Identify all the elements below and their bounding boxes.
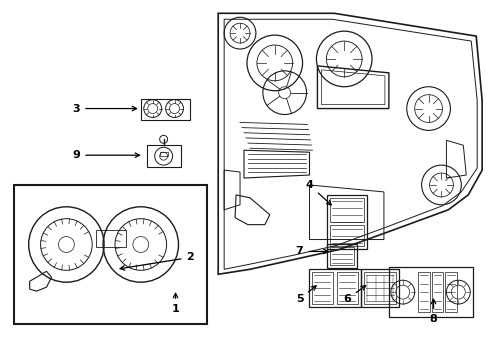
Text: 7: 7: [295, 247, 327, 256]
Bar: [146, 145, 181, 167]
Bar: [326, 244, 356, 268]
Text: 2: 2: [120, 252, 194, 270]
Text: 5: 5: [295, 286, 316, 304]
Bar: [417, 272, 428, 312]
Bar: [326, 195, 366, 249]
Bar: [330, 225, 364, 247]
Bar: [312, 272, 333, 304]
Bar: [14, 185, 207, 324]
Bar: [445, 272, 456, 312]
Bar: [160, 152, 167, 156]
Text: 3: 3: [72, 104, 136, 113]
Text: 1: 1: [171, 293, 179, 314]
Bar: [330, 198, 364, 222]
Text: 4: 4: [305, 180, 330, 205]
Bar: [96, 230, 126, 247]
Bar: [141, 99, 190, 121]
Bar: [360, 269, 398, 307]
Text: 6: 6: [343, 285, 365, 304]
Bar: [309, 269, 360, 307]
Bar: [337, 272, 357, 304]
Bar: [431, 272, 443, 312]
Text: 8: 8: [429, 299, 436, 324]
Bar: [364, 272, 395, 304]
Bar: [388, 267, 472, 317]
Text: 9: 9: [72, 150, 139, 160]
Bar: [330, 247, 353, 265]
